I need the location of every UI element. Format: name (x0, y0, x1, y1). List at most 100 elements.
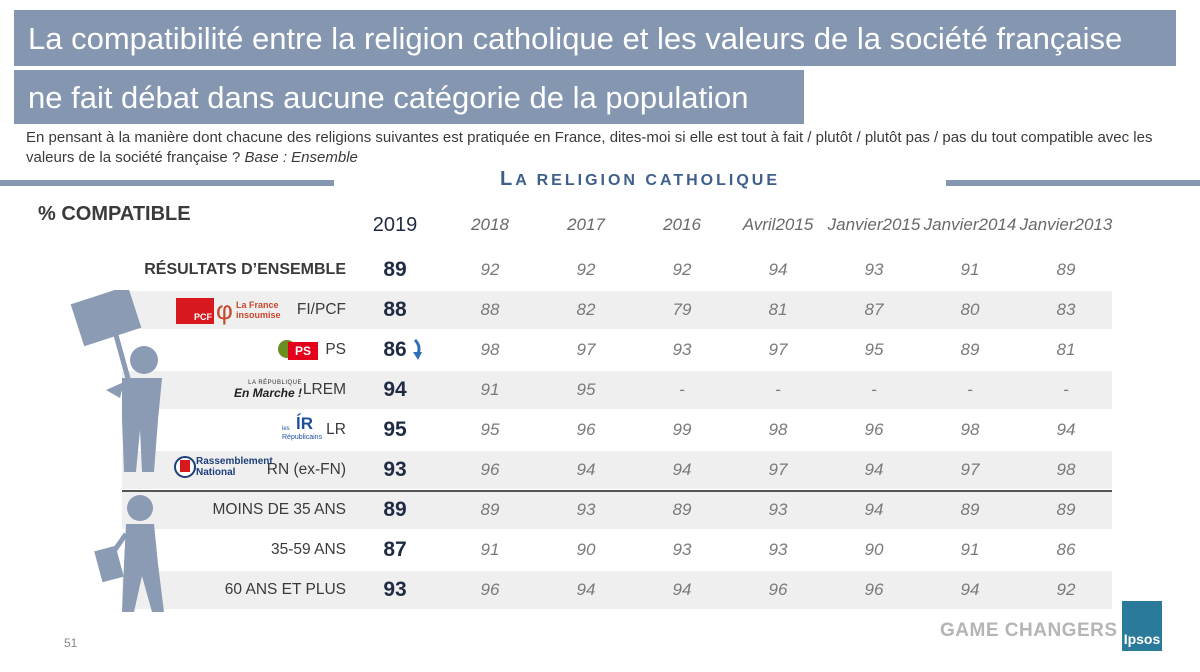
base-note: Base : Ensemble (244, 149, 358, 166)
table-cell: 99 (672, 420, 692, 439)
question-text: En pensant à la manière dont chacune des… (26, 129, 1153, 166)
lr-logo: ĺR les Républicains (282, 414, 323, 441)
section-title: LA RELIGION CATHOLIQUE (500, 168, 780, 190)
table-cell: 89 (383, 258, 407, 281)
row-label: LR (326, 421, 346, 438)
table-cell: - (679, 380, 685, 399)
table-cell: 81 (768, 300, 788, 319)
table-row: FI/PCF 88 88 82 79 81 87 80 83 (122, 291, 1112, 329)
table-cell: 97 (768, 340, 788, 359)
table-cell: 92 (1056, 580, 1076, 599)
column-header: 2018 (471, 215, 509, 234)
table-divider (122, 490, 1112, 492)
table-cell: 89 (383, 498, 407, 521)
column-header: Janvier 2015 (827, 215, 921, 234)
table-cell: 93 (672, 340, 692, 359)
table-cell: 88 (480, 300, 500, 319)
table-cell: 94 (383, 378, 407, 401)
row-label: LREM (302, 381, 346, 398)
table-cell: 96 (864, 420, 884, 439)
table-cell: 98 (480, 340, 500, 359)
table-cell: 87 (864, 300, 884, 319)
table-cell: 90 (576, 540, 596, 559)
table-cell: 94 (864, 460, 884, 479)
table-row: RN (ex-FN) 93 96 94 94 97 94 97 98 (122, 451, 1112, 489)
table-cell: 93 (768, 500, 788, 519)
table-cell: 93 (672, 540, 692, 559)
table-cell: 95 (480, 420, 500, 439)
row-label: RÉSULTATS D’ENSEMBLE (144, 261, 346, 278)
table-cell: 97 (576, 340, 596, 359)
table-cell: - (967, 380, 973, 399)
table-cell: 91 (960, 260, 980, 279)
title-line-2: ne fait débat dans aucune catégorie de l… (14, 70, 804, 124)
table-cell: 94 (672, 580, 692, 599)
table-row: LREM 94 91 95 - - - - - (122, 371, 1112, 409)
row-label: FI/PCF (296, 301, 346, 318)
pcf-logo: PCF (176, 298, 214, 324)
table-cell: 91 (480, 540, 500, 559)
table-cell: 96 (480, 460, 500, 479)
table-cell: 93 (383, 458, 407, 481)
corner-label: % COMPATIBLE (38, 203, 191, 225)
table-cell: 89 (480, 500, 500, 519)
fi-logo: φ La France insoumise (216, 295, 281, 325)
table-cell: 96 (480, 580, 500, 599)
table-cell: 95 (576, 380, 596, 399)
table-cell: 89 (960, 340, 980, 359)
table-cell: 96 (864, 580, 884, 599)
table-cell: 96 (768, 580, 788, 599)
ipsos-logo: Ipsos (1122, 601, 1162, 651)
footer-tagline: GAME CHANGERS (940, 620, 1118, 641)
table-cell: 89 (1056, 260, 1076, 279)
table-cell: 94 (864, 500, 884, 519)
ps-logo: PS (278, 338, 320, 368)
column-header: Avril 2015 (742, 215, 814, 234)
table-cell: 94 (576, 460, 596, 479)
table-cell: - (1063, 380, 1069, 399)
table-cell: - (775, 380, 781, 399)
table-cell: 93 (383, 578, 407, 601)
table-cell: 95 (383, 418, 407, 441)
table-cell: 98 (1056, 460, 1076, 479)
row-label: PS (325, 341, 346, 358)
row-label: 35-59 ANS (271, 541, 346, 558)
table-cell: 86 (383, 338, 407, 361)
column-header: 2016 (663, 215, 701, 234)
table-cell: 93 (864, 260, 884, 279)
table-cell: 93 (768, 540, 788, 559)
table-cell: 82 (576, 300, 596, 319)
rn-logo: Rassemblement National (174, 454, 273, 482)
column-header: Janvier 2013 (1019, 215, 1113, 234)
table-cell: 83 (1056, 300, 1076, 319)
column-header: 2019 (372, 214, 418, 236)
table-cell: 81 (1056, 340, 1076, 359)
table-cell: 92 (672, 260, 692, 279)
protester-figure-icon (70, 290, 162, 472)
row-label: 60 ANS ET PLUS (224, 581, 346, 598)
table-cell: 80 (960, 300, 980, 319)
row-label: RN (ex-FN) (266, 461, 346, 478)
left-rule (0, 180, 334, 186)
table-cell: 94 (768, 260, 788, 279)
table-row: 35-59 ANS 87 91 90 93 93 90 91 86 (122, 531, 1112, 569)
table-cell: 94 (1056, 420, 1076, 439)
table-cell: 94 (672, 460, 692, 479)
table-cell: 98 (960, 420, 980, 439)
decrease-arrow-icon (413, 338, 422, 360)
column-header: 2017 (567, 215, 605, 234)
table-row: PS 86 98 97 93 97 95 89 81 (122, 331, 1112, 369)
table-cell: 94 (960, 580, 980, 599)
table-cell: 89 (1056, 500, 1076, 519)
table-row: RÉSULTATS D’ENSEMBLE 89 92 92 92 94 93 91 89 (122, 251, 1112, 289)
table-cell: 89 (960, 500, 980, 519)
title-line-1: La compatibilité entre la religion catho… (14, 10, 1176, 66)
table-cell: 97 (960, 460, 980, 479)
table-row: LR 95 95 96 99 98 96 98 94 (122, 411, 1112, 449)
table-cell: 86 (1056, 540, 1076, 559)
table-cell: 95 (864, 340, 884, 359)
table-cell: 79 (672, 300, 692, 319)
lrem-logo: LA RÉPUBLIQUE En Marche ! (233, 380, 302, 400)
table-cell: 87 (383, 538, 407, 561)
table-cell: 98 (768, 420, 788, 439)
